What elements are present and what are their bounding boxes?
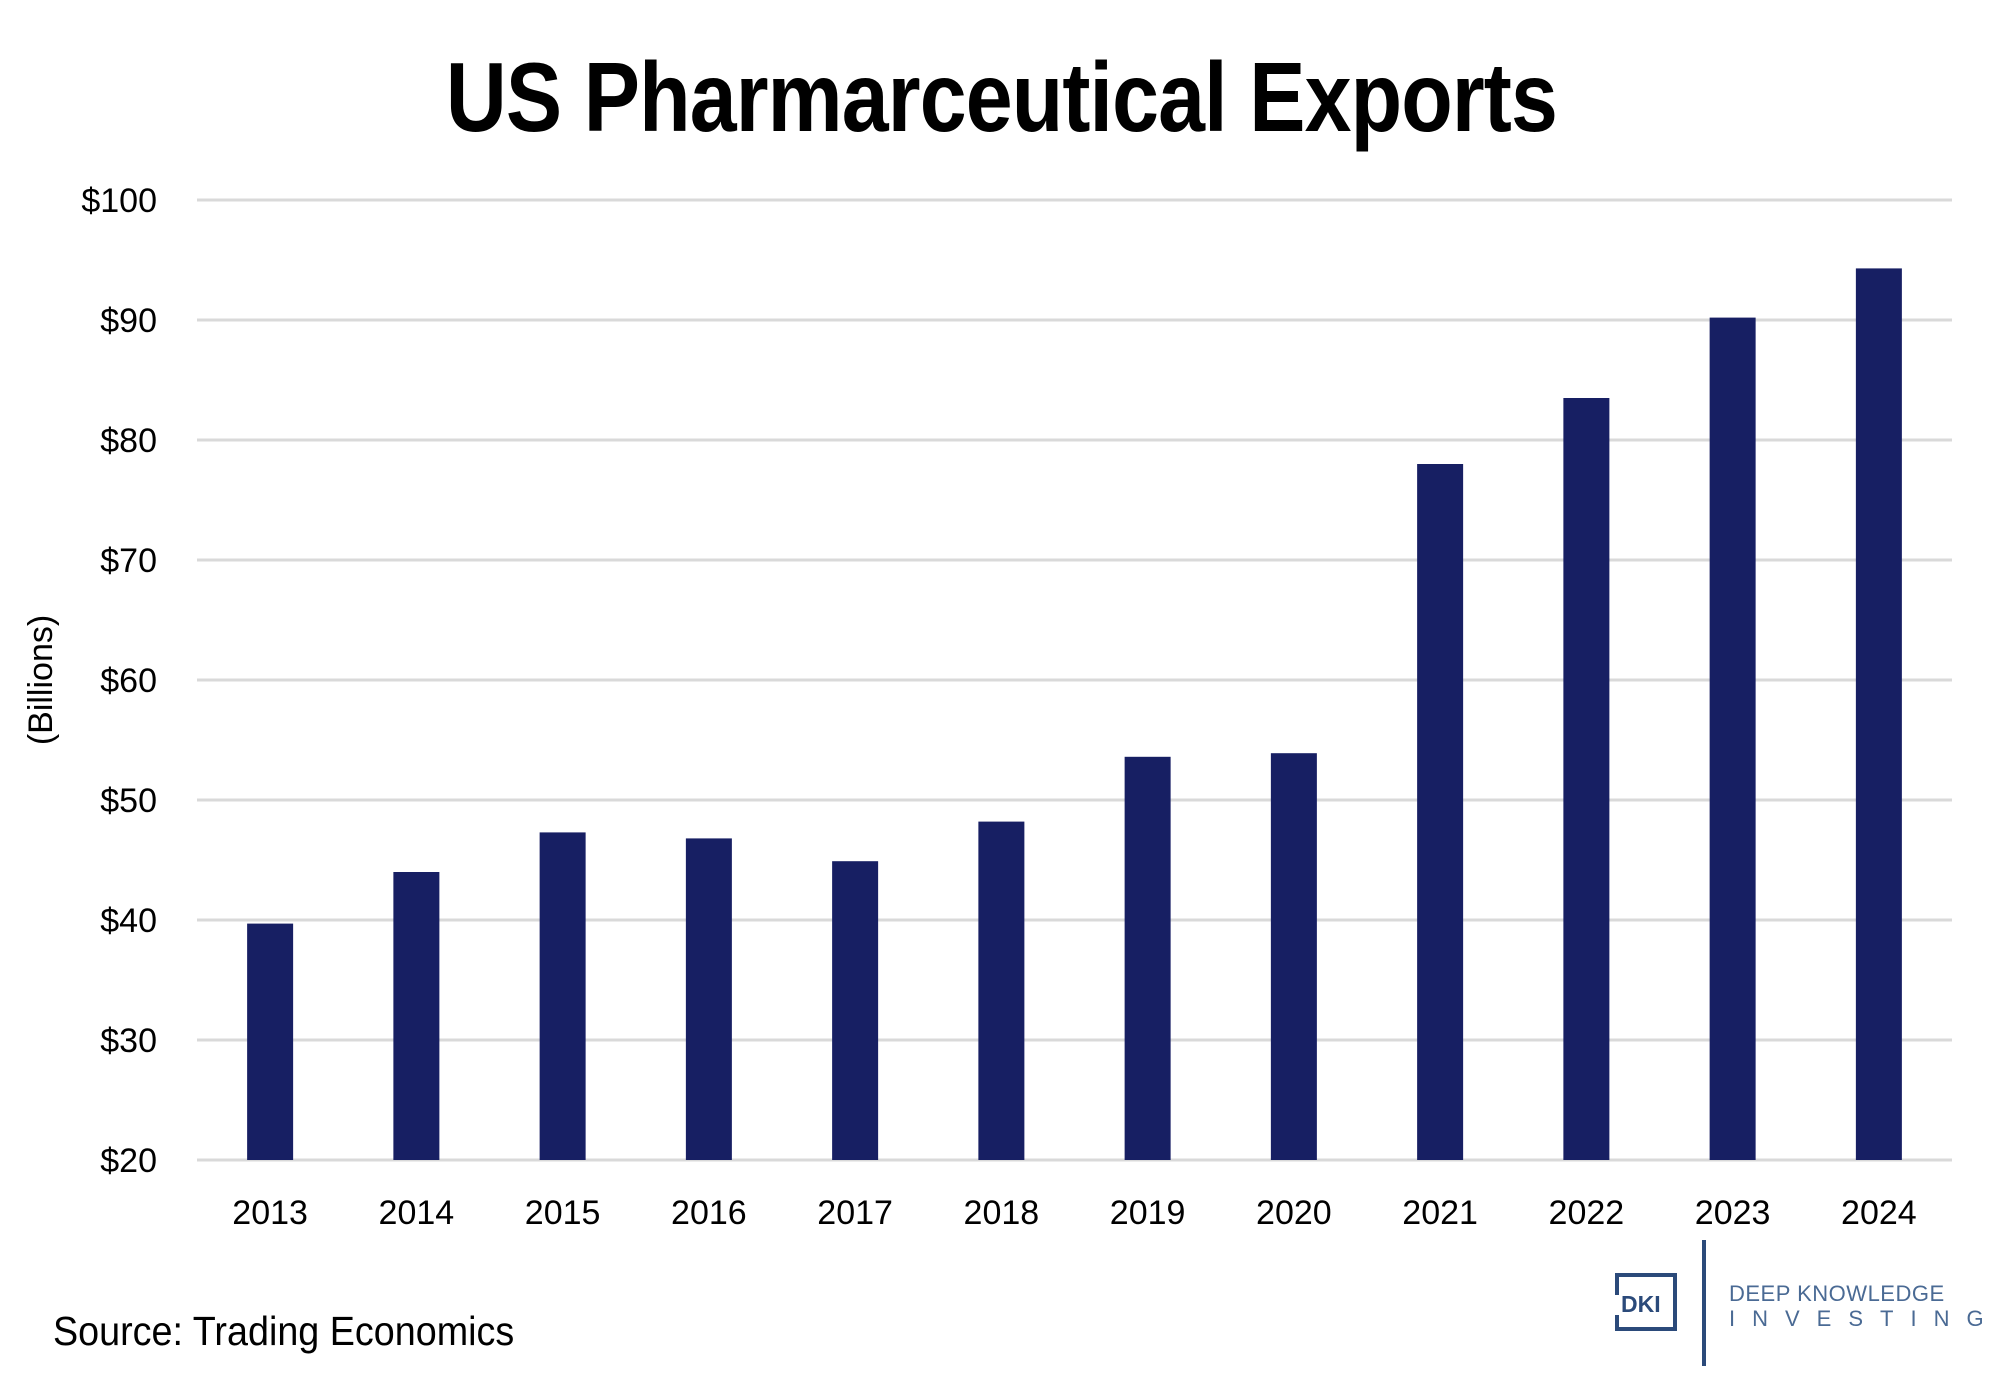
source-note: Source: Trading Economics <box>53 1308 515 1354</box>
gridlines <box>197 198 1952 1162</box>
x-tick-label: 2016 <box>671 1194 747 1232</box>
bar-2023 <box>1709 317 1756 1161</box>
bar-2016 <box>685 838 732 1160</box>
y-axis-label: (Billions) <box>22 615 60 745</box>
bar-2020 <box>1270 753 1317 1160</box>
logo-name-line2: INVESTING <box>1729 1306 2001 1331</box>
x-tick-label: 2014 <box>379 1194 455 1232</box>
y-tick-label: $100 <box>81 182 157 220</box>
bar-2015 <box>539 832 586 1160</box>
bar-2021 <box>1417 464 1464 1160</box>
bar-2013 <box>247 923 294 1160</box>
y-tick-label: $40 <box>100 902 157 940</box>
y-axis-ticks: $20 $30 $40 $50 $60 $70 $80 $90 $100 <box>81 182 157 1180</box>
y-tick-label: $70 <box>100 542 157 580</box>
x-tick-label: 2019 <box>1110 1194 1186 1232</box>
x-tick-label: 2017 <box>817 1194 893 1232</box>
y-tick-label: $60 <box>100 662 157 700</box>
x-tick-label: 2023 <box>1695 1194 1771 1232</box>
x-tick-label: 2020 <box>1256 1194 1332 1232</box>
bar-2018 <box>978 821 1025 1160</box>
bar-2019 <box>1124 756 1171 1160</box>
logo-divider <box>1702 1240 1706 1366</box>
x-axis-ticks: 2013 2014 2015 2016 2017 2018 2019 2020 2021 2022… <box>232 1194 1916 1232</box>
x-tick-label: 2015 <box>525 1194 601 1232</box>
logo-box: DKI <box>1615 1273 1677 1331</box>
bars <box>247 268 1902 1161</box>
bar-2017 <box>832 861 879 1160</box>
y-tick-label: $50 <box>100 782 157 820</box>
x-tick-label: 2013 <box>232 1194 308 1232</box>
y-tick-label: $30 <box>100 1022 157 1060</box>
x-tick-label: 2024 <box>1841 1194 1917 1232</box>
bar-2022 <box>1563 398 1610 1160</box>
y-tick-label: $80 <box>100 422 157 460</box>
dki-logo: DKI DEEP KNOWLEDGE INVESTING <box>1612 1238 2003 1368</box>
bar-2014 <box>393 872 440 1160</box>
x-tick-label: 2021 <box>1402 1194 1478 1232</box>
logo-abbr: DKI <box>1621 1291 1661 1317</box>
x-tick-label: 2022 <box>1549 1194 1625 1232</box>
y-tick-label: $20 <box>100 1142 157 1180</box>
y-tick-label: $90 <box>100 302 157 340</box>
chart-title: US Pharmarceutical Exports <box>445 42 1558 152</box>
x-tick-label: 2018 <box>964 1194 1040 1232</box>
logo-name-line1: DEEP KNOWLEDGE <box>1729 1281 1945 1306</box>
bar-2024 <box>1855 268 1902 1160</box>
